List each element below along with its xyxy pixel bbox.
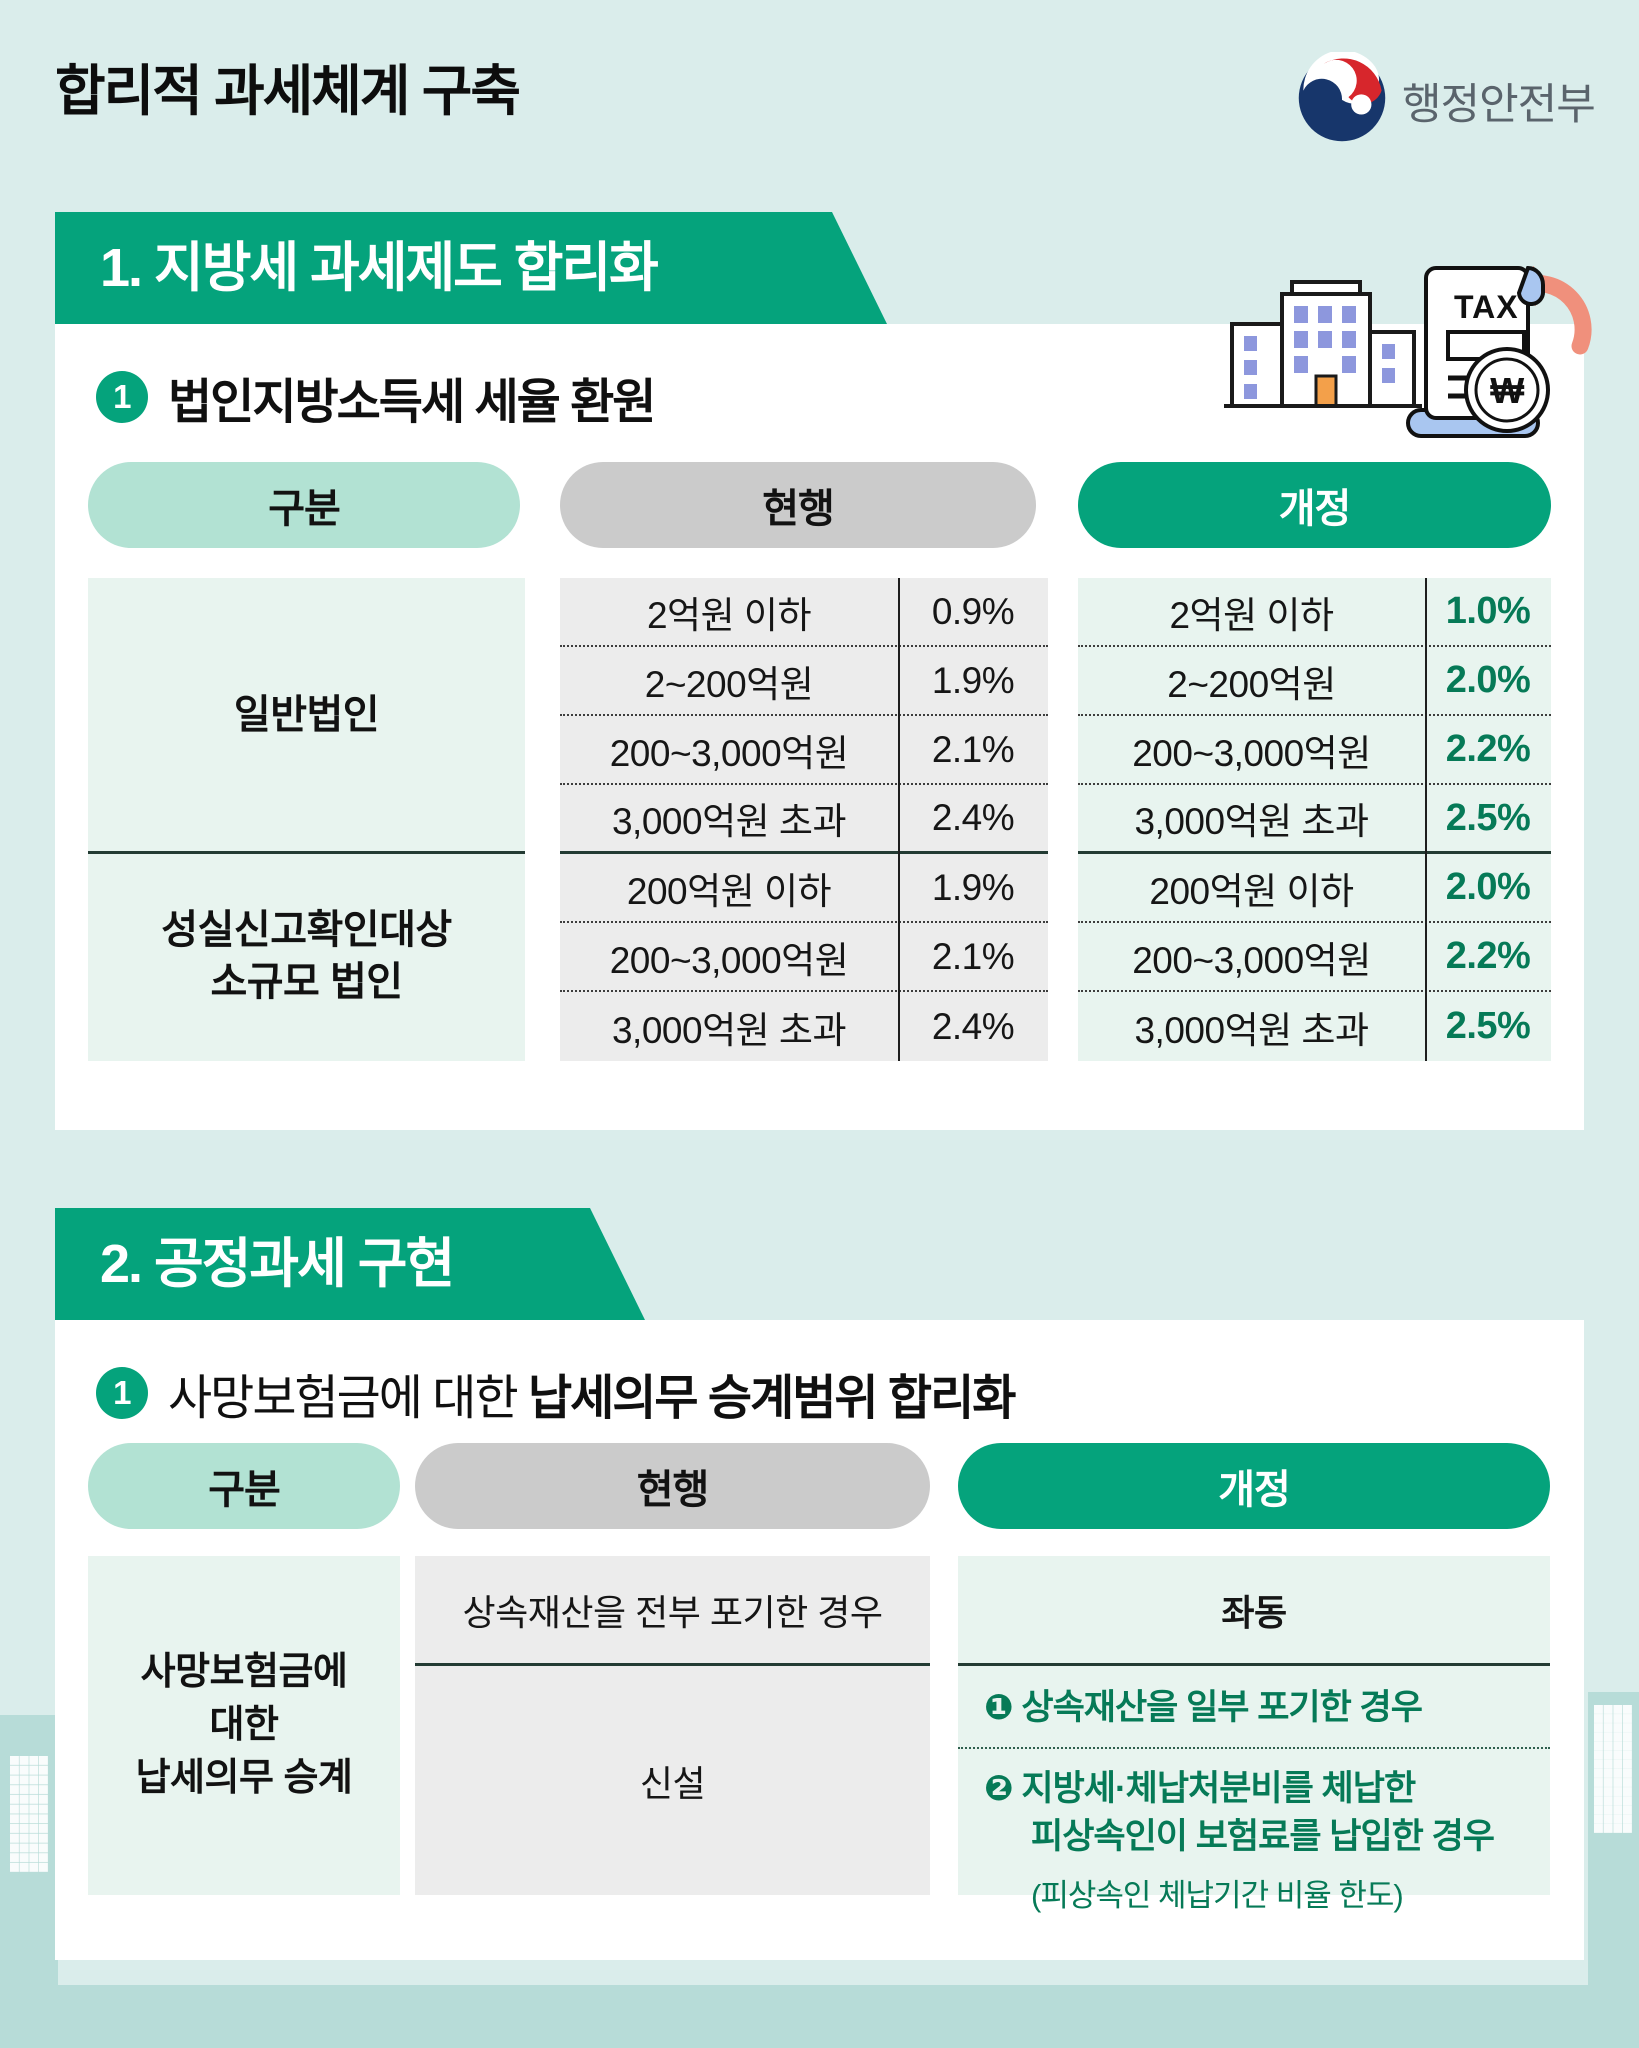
section2-banner-text: 2. 공정과세 구현 <box>100 1234 454 1294</box>
section1-item-heading: 1 법인지방소득세 세율 환원 <box>96 362 656 432</box>
t2-current-row1: 상속재산을 전부 포기한 경우 <box>415 1556 930 1666</box>
t2-category-cell: 사망보험금에 대한 납세의무 승계 <box>88 1556 400 1895</box>
ministry-name: 행정안전부 <box>1402 80 1596 129</box>
table-row: 200~3,000억원 2.1% <box>560 923 1048 992</box>
revised-item-1: ❶ 상속재산을 일부 포기한 경우 <box>984 1688 1423 1727</box>
table-row: 3,000억원 초과 2.4% <box>560 785 1048 854</box>
won-coin-icon: ₩ <box>1464 347 1550 433</box>
t1-current-column: 2억원 이하 0.9% 2~200억원 1.9% 200~3,000억원 2.1% 3… <box>560 578 1048 1061</box>
t2-revised-column: 좌동 ❶ 상속재산을 일부 포기한 경우 ❷ 지방세·체납처분비를 체납한 피상… <box>958 1556 1550 1913</box>
t1-group2-label: 성실신고확인대상 소규모 법인 <box>161 908 452 1004</box>
t2-header-revised: 개정 <box>958 1443 1550 1529</box>
section2-item-title: 사망보험금에 대한 납세의무 승계범위 합리화 <box>168 1372 1016 1425</box>
page-title: 합리적 과세체계 구축 <box>55 60 521 122</box>
table-row: 2억원 이하 1.0% <box>1078 578 1551 647</box>
t1-category-column: 일반법인 성실신고확인대상 소규모 법인 <box>88 578 525 1061</box>
t2-header-category: 구분 <box>88 1443 400 1529</box>
item-number-badge: 1 <box>96 371 148 423</box>
t2-header-current: 현행 <box>415 1443 930 1529</box>
section2-banner: 2. 공정과세 구현 <box>55 1208 645 1320</box>
section1-banner-text: 1. 지방세 과세제도 합리화 <box>100 238 657 298</box>
dot-grid-right-icon <box>1594 1705 1632 1833</box>
t1-header-current: 현행 <box>560 462 1036 548</box>
taegeuk-emblem-icon <box>1296 50 1388 149</box>
t1-header-revised: 개정 <box>1078 462 1551 548</box>
table-row: 3,000억원 초과 2.4% <box>611 1005 1015 1051</box>
t1-header-category: 구분 <box>88 462 520 548</box>
t2-current-column: 상속재산을 전부 포기한 경우 신설 <box>415 1556 930 1895</box>
table-row: 200억원 이하 2.0% <box>1078 854 1551 923</box>
table-row: 2억원 이하 0.9% <box>560 578 1048 647</box>
t1-group1-label: 일반법인 <box>88 578 525 854</box>
bottom-teal-band <box>0 1985 1639 2048</box>
table-row: 3,000억원 초과 2.5% <box>1134 1005 1531 1051</box>
table-row: 200~3,000억원 2.1% <box>560 716 1048 785</box>
section2-item-heading: 1 사망보험금에 대한 납세의무 승계범위 합리화 <box>96 1358 1016 1428</box>
dotted-divider <box>958 1747 1550 1750</box>
table-row: 200~3,000억원 2.2% <box>1078 716 1551 785</box>
revised-item-2-note: (피상속인 체납기간 비율 한도) <box>1031 1877 1404 1913</box>
table-row: 200~3,000억원 2.2% <box>1078 923 1551 992</box>
t2-revised-row2: ❶ 상속재산을 일부 포기한 경우 ❷ 지방세·체납처분비를 체납한 피상속인이… <box>958 1666 1550 1915</box>
door-icon <box>1314 374 1338 408</box>
dot-grid-left-icon <box>10 1756 48 1872</box>
section1-banner: 1. 지방세 과세제도 합리화 <box>55 212 887 324</box>
mois-logo: 행정안전부 <box>1296 50 1596 149</box>
t1-revised-column: 2억원 이하 1.0% 2~200억원 2.0% 200~3,000억원 2.2% 3… <box>1078 578 1551 1061</box>
table-row: 2~200억원 1.9% <box>560 647 1048 716</box>
table-row: 3,000억원 초과 2.5% <box>1078 785 1551 854</box>
table-row: 200억원 이하 1.9% <box>560 854 1048 923</box>
t2-revised-row1: 좌동 <box>958 1556 1550 1666</box>
tax-illustration: TAX ₩ <box>1212 254 1602 459</box>
won-symbol: ₩ <box>1490 370 1524 411</box>
t2-current-row2: 신설 <box>639 1762 706 1804</box>
item-number-badge: 1 <box>96 1367 148 1419</box>
revised-item-2: ❷ 지방세·체납처분비를 체납한 피상속인이 보험료를 납입한 경우 <box>984 1769 1495 1856</box>
table-row: 2~200억원 2.0% <box>1078 647 1551 716</box>
section1-item-title: 법인지방소득세 세율 환원 <box>168 376 656 429</box>
tax-label: TAX <box>1454 289 1519 325</box>
